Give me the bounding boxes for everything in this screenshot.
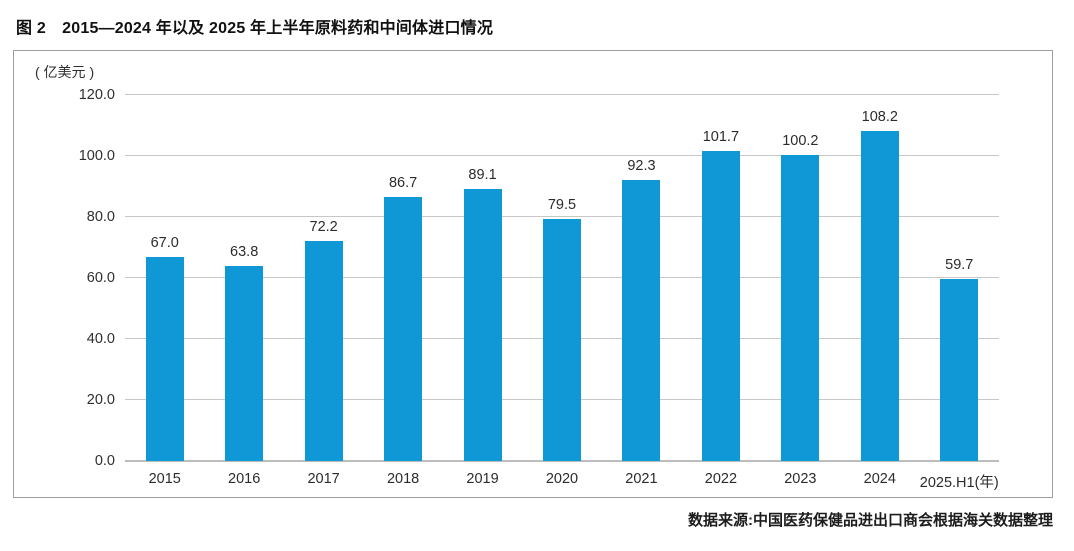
x-tick-label: 2023	[784, 471, 817, 487]
bar	[463, 189, 502, 461]
x-axis-line	[125, 460, 999, 462]
x-tick-label: 2015	[148, 471, 181, 487]
bar-value-label: 72.2	[309, 218, 338, 235]
x-tick-label: 2016	[228, 471, 261, 487]
bar-value-label: 101.7	[702, 128, 740, 145]
bar-value-label: 100.2	[782, 133, 819, 150]
y-tick-label: 20.0	[86, 392, 115, 408]
bar-slot: 100.2 2023	[761, 95, 840, 487]
figure-title: 图 2 2015—2024 年以及 2025 年上半年原料药和中间体进口情况	[16, 20, 494, 37]
bar	[860, 131, 899, 461]
x-tick-label: 2019	[466, 471, 499, 487]
bar-slot: 67.0 2015	[125, 95, 204, 487]
bar	[145, 256, 184, 461]
bar-value-label: 89.1	[468, 167, 497, 184]
data-source-note: 数据来源:中国医药保健品进出口商会根据海关数据整理	[688, 512, 1053, 529]
x-tick-label: 2022	[704, 471, 738, 487]
bar-slot: 86.7 2018	[363, 95, 442, 487]
bar	[542, 218, 581, 461]
x-tick-label: 2025.H1(年)	[919, 475, 999, 491]
bar-slot: 59.7 2025.H1(年)	[920, 95, 999, 491]
gridline	[125, 216, 999, 218]
bar	[622, 179, 661, 461]
bar-value-label: 79.5	[547, 196, 577, 213]
y-tick-label: 40.0	[86, 331, 115, 347]
bar-slot: 63.8 2016	[204, 95, 283, 487]
bar-value-label: 67.0	[150, 234, 179, 251]
bar	[304, 240, 343, 461]
y-axis-unit-label: ( 亿美元 )	[35, 64, 95, 80]
bar-value-label: 86.7	[388, 174, 418, 191]
gridline	[125, 94, 999, 95]
x-tick-label: 2024	[863, 471, 896, 487]
bar-slot: 92.3 2021	[602, 95, 681, 487]
x-tick-label: 2018	[386, 471, 420, 487]
y-tick-label: 100.0	[78, 148, 115, 164]
y-tick-label: 0.0	[94, 453, 115, 469]
bar-slot: 89.1 2019	[443, 95, 522, 487]
bar-value-label: 59.7	[945, 256, 974, 273]
bar-slot: 101.7 2022	[681, 95, 760, 487]
plot-area: 0.0 20.0 40.0 60.0 80.0 100.0 120.0 67.0 2015 63.…	[79, 87, 999, 491]
x-tick-label: 2017	[307, 471, 340, 487]
bar-value-label: 63.8	[230, 244, 259, 261]
chart-frame: ( 亿美元 ) 0.0 20.0 40.0 60.0 80.0 100.0 120.0 67.…	[13, 50, 1053, 498]
bar	[701, 150, 740, 461]
bar	[781, 155, 820, 461]
bar-slot: 72.2 2017	[284, 95, 363, 487]
bar-slot: 108.2 2024	[840, 95, 919, 487]
y-tick-label: 120.0	[78, 87, 115, 103]
bar	[225, 266, 264, 461]
y-tick-label: 60.0	[86, 270, 115, 286]
x-tick-label: 2020	[545, 471, 579, 487]
x-tick-label: 2021	[625, 471, 658, 487]
bar	[940, 278, 979, 461]
gridline	[125, 155, 999, 156]
bar	[384, 196, 423, 461]
bar-value-label: 92.3	[627, 157, 656, 174]
bar-value-label: 108.2	[861, 109, 898, 125]
y-tick-label: 80.0	[86, 209, 115, 225]
bar-slot: 79.5 2020	[522, 95, 601, 487]
